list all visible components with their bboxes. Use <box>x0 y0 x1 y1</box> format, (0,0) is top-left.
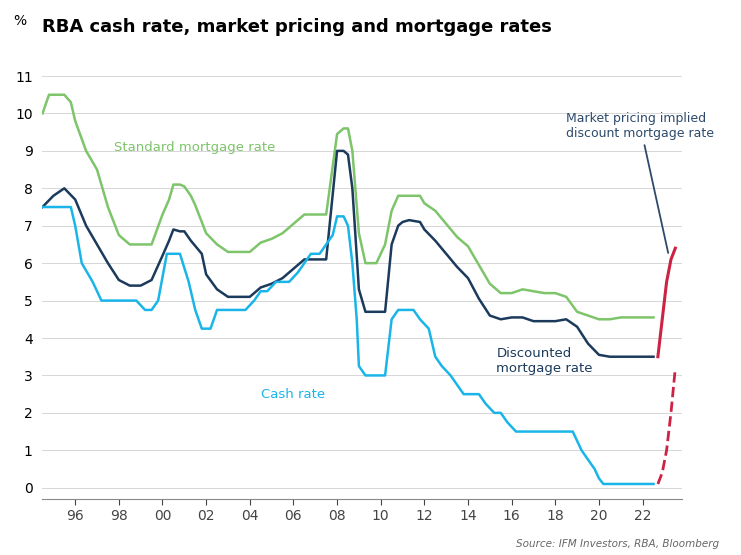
Text: Source: IFM Investors, RBA, Bloomberg: Source: IFM Investors, RBA, Bloomberg <box>516 539 719 549</box>
Text: %: % <box>13 14 27 28</box>
Text: Cash rate: Cash rate <box>261 388 325 401</box>
Text: Discounted
mortgage rate: Discounted mortgage rate <box>496 347 593 375</box>
Text: Standard mortgage rate: Standard mortgage rate <box>115 141 276 154</box>
Text: RBA cash rate, market pricing and mortgage rates: RBA cash rate, market pricing and mortga… <box>42 18 552 36</box>
Text: Market pricing implied
discount mortgage rate: Market pricing implied discount mortgage… <box>566 112 714 253</box>
